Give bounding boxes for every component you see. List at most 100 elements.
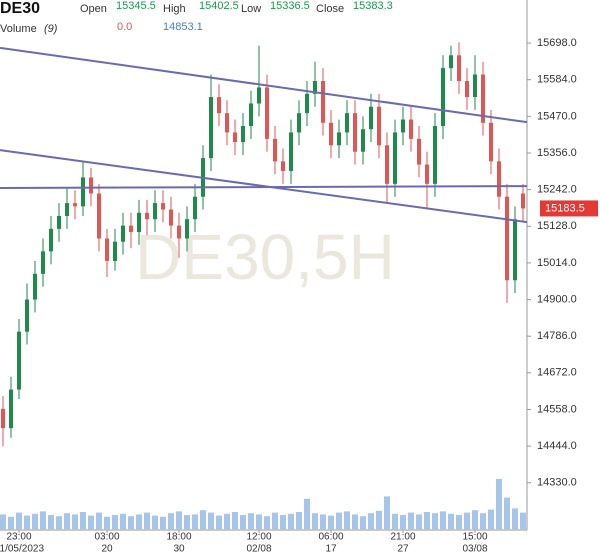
volume-bar — [296, 512, 302, 530]
chart-title: DE30 — [0, 0, 40, 17]
candle-body — [361, 129, 365, 152]
volume-bar — [232, 512, 238, 530]
candle-body — [321, 80, 325, 123]
x-tick-label: 18:00 — [166, 532, 191, 543]
candle-body — [449, 55, 453, 69]
volume-bar — [224, 513, 230, 530]
volume-bar — [160, 516, 166, 530]
close-label: Close — [316, 3, 344, 15]
volume-bar — [240, 515, 246, 530]
volume-label: Volume — [0, 23, 37, 35]
volume-bar — [72, 514, 78, 530]
volume-bar — [360, 516, 366, 530]
volume-bar — [312, 513, 318, 530]
candle-body — [257, 87, 261, 104]
candle-body — [41, 251, 45, 274]
candle-body — [9, 389, 13, 429]
y-tick-label: 14330.0 — [537, 477, 577, 489]
candle-body — [401, 119, 405, 133]
candle-body — [249, 103, 253, 126]
candle-body — [497, 161, 501, 197]
volume-bar — [128, 516, 134, 530]
volume-bar — [520, 512, 526, 530]
volume-bar — [176, 511, 182, 530]
x-tick-label: 03/08 — [462, 544, 487, 555]
candle-body — [369, 106, 373, 130]
volume-bar — [464, 512, 470, 530]
volume-bar — [192, 514, 198, 530]
trendline — [0, 185, 528, 190]
candle-body — [241, 125, 245, 143]
candle-body — [329, 122, 333, 146]
open-label: Open — [80, 3, 107, 15]
volume-bar — [408, 512, 414, 530]
volume-bar — [168, 513, 174, 530]
candle-body — [161, 203, 165, 210]
candle-body — [177, 225, 181, 239]
candle-body — [345, 113, 349, 133]
volume-bar — [336, 512, 342, 530]
volume-bar — [120, 513, 126, 530]
volume-bar — [416, 514, 422, 530]
candle-body — [313, 80, 317, 94]
volume-value-a: 0.0 — [117, 21, 132, 33]
candle-body — [273, 138, 277, 162]
candle-body — [81, 177, 85, 207]
candle-body — [409, 119, 413, 139]
candle-body — [425, 164, 429, 184]
candle-body — [17, 331, 21, 390]
volume-bar — [424, 512, 430, 530]
volume-bar — [80, 512, 86, 530]
volume-bar — [488, 509, 494, 530]
volume-bar — [440, 511, 446, 530]
candle-body — [393, 132, 397, 184]
candle-body — [281, 161, 285, 171]
candle-body — [385, 145, 389, 184]
x-tick-label: 03:00 — [94, 532, 119, 543]
candle-body — [33, 273, 37, 300]
volume-bar — [56, 516, 62, 530]
x-tick-label: 30 — [173, 544, 185, 555]
candle-body — [65, 203, 69, 216]
y-tick-label: 15584.0 — [537, 74, 577, 86]
y-tick-label: 14558.0 — [537, 403, 577, 415]
candle-body — [353, 113, 357, 152]
high-label: High — [163, 3, 186, 15]
candle-body — [337, 132, 341, 146]
candle-body — [121, 225, 125, 242]
candle-body — [265, 87, 269, 139]
candle-body — [433, 125, 437, 184]
candle-body — [209, 97, 213, 159]
low-label: Low — [241, 3, 261, 15]
volume-value-b: 14853.1 — [163, 21, 203, 33]
volume-bar — [432, 513, 438, 530]
volume-bar — [456, 515, 462, 530]
volume-bar — [288, 513, 294, 530]
candle-body — [89, 177, 93, 194]
volume-bar — [104, 516, 110, 530]
volume-bar — [0, 514, 6, 530]
open-value: 15345.5 — [116, 0, 156, 12]
volume-bar — [368, 513, 374, 530]
candle-body — [417, 138, 421, 165]
high-value: 15402.5 — [199, 0, 239, 12]
y-tick-label: 14444.0 — [537, 440, 577, 452]
volume-bar — [208, 512, 214, 530]
candle-body — [465, 80, 469, 98]
candle-body — [217, 97, 221, 114]
volume-bar — [264, 516, 270, 530]
candle-body — [97, 193, 101, 239]
volume-bar — [144, 512, 150, 530]
candle-body — [489, 122, 493, 162]
candle-body — [377, 106, 381, 146]
y-tick-label: 15698.0 — [537, 37, 577, 49]
x-tick-label: 17 — [325, 544, 337, 555]
close-value: 15383.3 — [353, 0, 393, 12]
x-tick-label: 02/08 — [246, 544, 271, 555]
candle-body — [441, 68, 445, 126]
volume-bar — [272, 512, 278, 530]
volume-bar — [344, 511, 350, 530]
x-tick-label: 01/05/2023 — [0, 544, 44, 555]
y-tick-label: 14786.0 — [537, 330, 577, 342]
